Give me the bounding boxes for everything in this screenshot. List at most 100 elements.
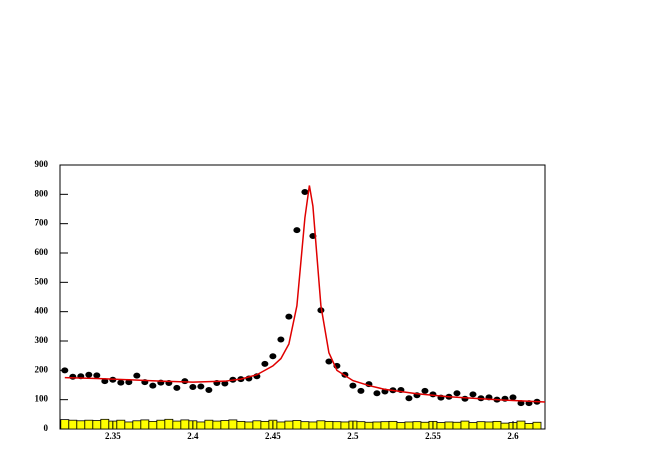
x-tick-label: 2.6	[507, 431, 519, 441]
data-point	[125, 379, 133, 386]
data-point	[277, 336, 285, 343]
background-bin	[412, 421, 422, 430]
data-point	[349, 382, 357, 389]
x-tick-label: 2.4	[187, 431, 199, 441]
y-tick-label: 200	[35, 364, 49, 374]
background-bin	[524, 423, 534, 430]
background-bin	[308, 421, 318, 430]
background-bin	[212, 420, 222, 430]
background-bin	[476, 421, 486, 430]
background-bin	[140, 419, 150, 430]
background-bin	[420, 421, 430, 430]
background-bin	[204, 419, 214, 430]
data-point	[285, 313, 293, 320]
data-point	[261, 360, 269, 367]
background-bin	[148, 420, 158, 430]
background-bin	[460, 420, 470, 430]
background-bin	[156, 419, 166, 430]
y-tick-label: 400	[35, 306, 49, 316]
data-point	[325, 358, 333, 365]
background-bin	[436, 422, 446, 430]
y-tick-label: 0	[44, 423, 49, 433]
background-bin	[132, 420, 142, 430]
data-point	[461, 395, 469, 402]
background-bin	[516, 420, 526, 430]
plot-frame	[59, 164, 546, 430]
data-point	[173, 384, 181, 391]
background-bin	[484, 421, 494, 430]
data-point	[149, 382, 157, 389]
data-point	[101, 378, 109, 385]
y-tick-label: 700	[35, 218, 49, 228]
data-point	[69, 373, 77, 380]
background-bin	[388, 420, 398, 430]
y-tick-label: 600	[35, 247, 49, 257]
background-bin	[284, 420, 294, 430]
data-point	[221, 380, 229, 387]
background-bin	[76, 420, 86, 430]
background-bin	[236, 420, 246, 430]
data-point	[85, 371, 93, 378]
data-point	[293, 227, 301, 234]
background-bin	[180, 419, 190, 430]
y-tick-label: 900	[35, 159, 49, 169]
background-bin	[252, 420, 262, 430]
background-bin	[220, 420, 230, 430]
data-point	[357, 387, 365, 394]
data-point	[301, 188, 309, 195]
x-tick-label: 2.35	[105, 431, 121, 441]
background-bin	[468, 422, 478, 430]
data-point	[469, 391, 477, 398]
background-bin	[444, 421, 454, 430]
data-point	[205, 386, 213, 393]
background-bin	[364, 421, 374, 430]
data-point	[421, 387, 429, 394]
background-bin	[492, 420, 502, 430]
background-bin	[100, 418, 110, 430]
background-bin	[276, 421, 286, 430]
background-bin	[452, 421, 462, 430]
background-bin	[196, 421, 206, 430]
background-bin	[92, 420, 102, 430]
background-bin	[84, 419, 94, 430]
background-bin	[116, 419, 126, 430]
background-bin	[356, 421, 366, 430]
background-bin	[124, 421, 134, 430]
y-tick-label: 100	[35, 394, 49, 404]
background-bin	[404, 421, 414, 430]
background-bin	[324, 420, 334, 430]
y-tick-label: 500	[35, 276, 49, 286]
background-bin	[164, 418, 174, 430]
background-bin	[172, 420, 182, 430]
background-bin	[332, 421, 342, 430]
data-point	[453, 390, 461, 397]
background-bin	[60, 419, 70, 430]
fit-curve	[64, 185, 546, 403]
background-bin	[316, 420, 326, 430]
background-bin	[228, 419, 238, 430]
background-bin	[68, 419, 78, 430]
background-bin	[292, 420, 302, 430]
x-tick-label: 2.5	[347, 431, 359, 441]
background-bin	[340, 421, 350, 430]
data-point	[93, 372, 101, 379]
data-point	[189, 384, 197, 391]
background-bin	[244, 421, 254, 430]
x-tick-label: 2.55	[425, 431, 441, 441]
data-point	[509, 394, 517, 401]
data-point	[133, 372, 141, 379]
background-bin	[532, 421, 542, 430]
x-tick-label: 2.45	[265, 431, 281, 441]
data-point	[405, 395, 413, 402]
background-bin	[300, 421, 310, 430]
background-bin	[260, 420, 270, 430]
data-point	[117, 379, 125, 386]
background-bin	[380, 421, 390, 430]
background-bin	[396, 422, 406, 430]
background-bin	[372, 421, 382, 430]
data-point	[373, 390, 381, 397]
y-tick-label: 800	[35, 188, 49, 198]
background-bin	[500, 422, 510, 430]
y-tick-label: 300	[35, 335, 49, 345]
